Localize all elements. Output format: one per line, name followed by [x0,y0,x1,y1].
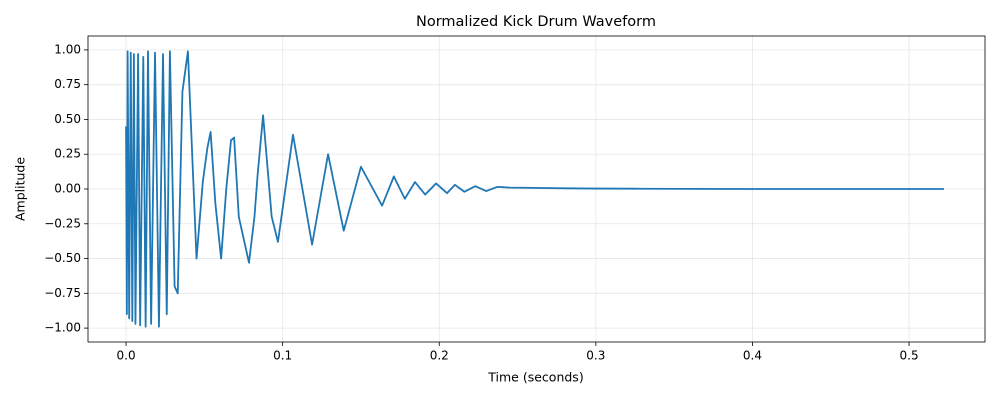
y-tick-label: 1.00 [54,42,81,56]
y-axis-label: Amplitude [13,157,28,221]
chart-title: Normalized Kick Drum Waveform [416,14,656,30]
y-tick-label: −0.50 [44,251,81,265]
x-tick-label: 0.3 [586,349,605,363]
y-tick-label: 0.25 [54,147,81,161]
x-tick-label: 0.2 [430,349,449,363]
y-tick-label: 0.00 [54,182,81,196]
y-tick-label: −1.00 [44,321,81,335]
plot-frame [87,35,986,343]
x-tick-label: 0.4 [743,349,762,363]
x-tick-label: 0.1 [273,349,292,363]
y-tick-label: −0.25 [44,216,81,230]
y-tick-label: 0.50 [54,112,81,126]
y-tick-label: 0.75 [54,77,81,91]
x-tick-label: 0.0 [117,349,136,363]
x-tick-label: 0.5 [900,349,919,363]
waveform-line [125,50,944,328]
y-tick-label: −0.75 [44,286,81,300]
x-axis-label: Time (seconds) [487,370,583,385]
